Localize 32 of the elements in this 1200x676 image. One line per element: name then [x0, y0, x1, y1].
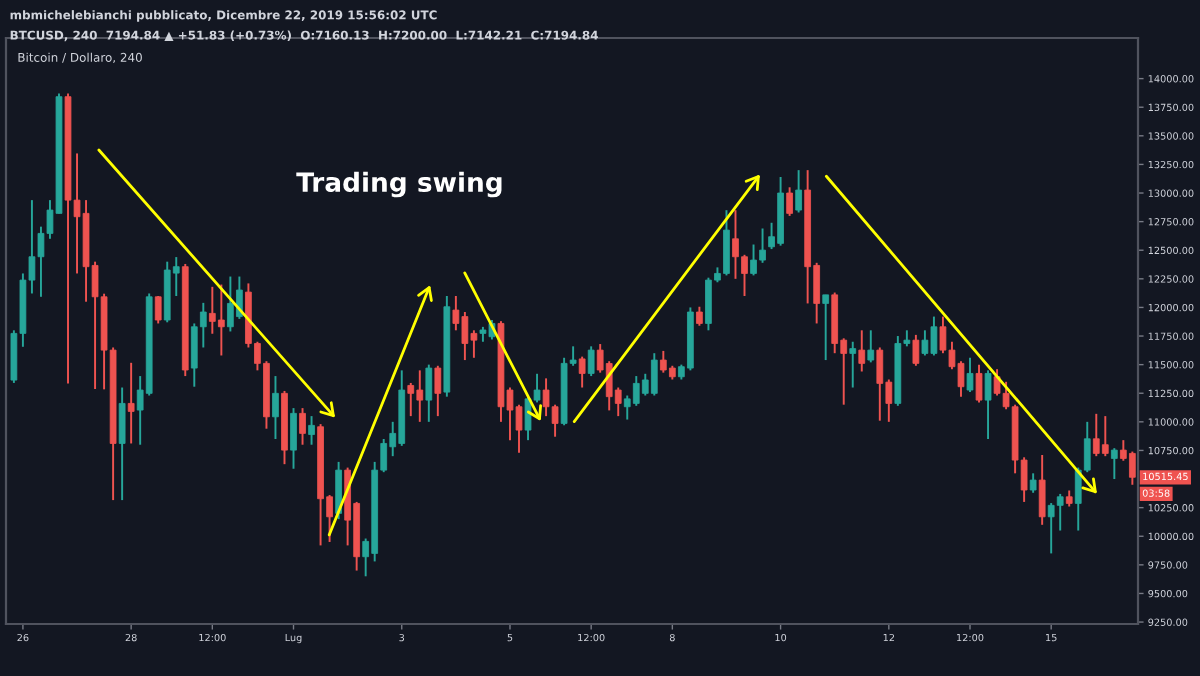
candlestick — [984, 369, 992, 440]
candlestick — [650, 352, 658, 397]
candlestick — [1029, 472, 1037, 494]
candlestick — [1038, 454, 1046, 526]
candlestick — [795, 169, 802, 214]
candlestick — [858, 329, 866, 373]
candlestick — [272, 375, 279, 440]
candlestick — [1056, 492, 1064, 532]
candlestick — [299, 407, 306, 446]
candlestick — [876, 346, 884, 422]
candlestick — [912, 333, 920, 367]
candlestick — [587, 345, 595, 378]
candlestick — [154, 295, 162, 325]
candlestick — [966, 356, 974, 394]
candlestick — [118, 386, 126, 502]
candlestick — [822, 293, 830, 362]
candlestick — [425, 363, 433, 423]
candlestick — [849, 340, 857, 389]
candlestick — [335, 460, 342, 521]
candlestick — [1101, 415, 1109, 458]
candlestick — [290, 407, 297, 470]
candlestick — [407, 381, 415, 418]
candlestick — [308, 415, 315, 446]
candlestick — [1110, 447, 1118, 481]
candlestick — [867, 329, 875, 364]
candlestick — [786, 186, 793, 217]
candlestick — [975, 363, 983, 404]
candlestick — [434, 364, 442, 418]
candlestick — [696, 305, 703, 327]
annotation: Trading swing — [296, 171, 502, 198]
candlestick — [127, 361, 135, 445]
candlestick — [578, 355, 586, 389]
